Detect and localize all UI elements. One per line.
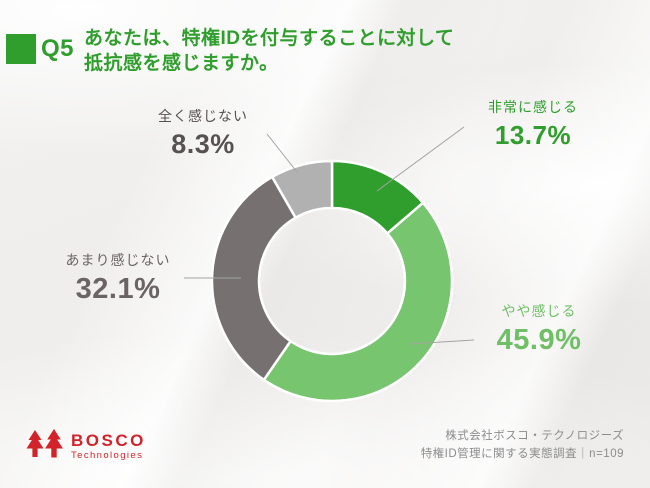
callout-percent: 13.7%	[494, 120, 572, 150]
leader-line-1	[408, 339, 475, 345]
callout-not-much: あまり感じない 32.1%	[56, 250, 180, 306]
callout-somewhat: やや感じる 45.9%	[483, 301, 595, 357]
callout-label: あまり感じない	[65, 252, 171, 268]
callout-label: やや感じる	[501, 303, 577, 319]
callout-label: 全く感じない	[158, 108, 248, 124]
logo-wordmark: BOSCO Technologies	[71, 429, 146, 461]
logo-name: BOSCO	[71, 431, 146, 450]
credit-company: 株式会社ボスコ・テクノロジーズ	[445, 430, 624, 442]
question-title-line2: 抵抗感を感じますか。	[84, 53, 279, 75]
callout-percent: 32.1%	[75, 273, 161, 305]
leader-line-3	[266, 133, 298, 173]
question-number-square	[6, 34, 36, 64]
leader-line-0	[376, 126, 465, 192]
callout-percent: 45.9%	[496, 324, 582, 356]
question-title: あなたは、特権IDを付与することに対して 抵抗感を感じますか。	[84, 26, 454, 77]
survey-credit: 株式会社ボスコ・テクノロジーズ 特権ID管理に関する実態調査｜n=109	[421, 427, 624, 464]
question-number: Q5	[41, 35, 75, 62]
bosco-trees-icon	[26, 429, 63, 458]
callout-percent: 8.3%	[171, 129, 235, 159]
callout-not-at-all: 全く感じない 8.3%	[143, 106, 263, 160]
company-logo: BOSCO Technologies	[26, 429, 146, 462]
donut-segment-2	[210, 175, 297, 382]
question-title-line1: あなたは、特権IDを付与することに対して	[84, 28, 455, 49]
donut-segment-1	[262, 201, 454, 403]
callout-very-much: 非常に感じる 13.7%	[477, 97, 589, 151]
donut-segment-3	[270, 159, 334, 219]
logo-subname: Technologies	[71, 450, 144, 461]
callout-label: 非常に感じる	[488, 99, 578, 115]
credit-survey: 特権ID管理に関する実態調査｜n=109	[420, 448, 624, 461]
